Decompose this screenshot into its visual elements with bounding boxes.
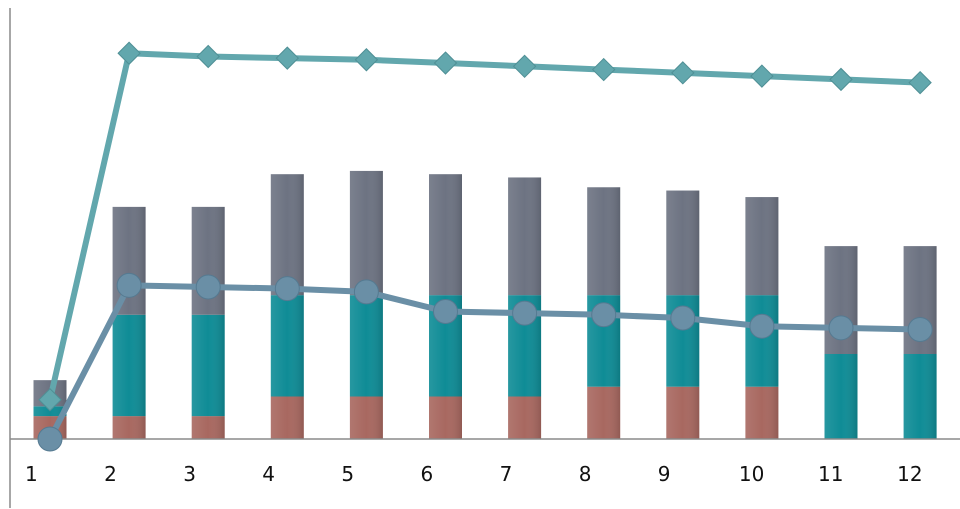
line-2-point-7 xyxy=(512,300,538,326)
bar-shade-s3-c9 xyxy=(666,190,700,296)
bar-shade-s1-c10 xyxy=(745,386,779,439)
line-2-point-5 xyxy=(353,279,379,305)
x-tick-label-9: 9 xyxy=(658,462,671,486)
bar-shade-s1-c5 xyxy=(349,396,383,439)
line-2-point-2 xyxy=(116,272,142,298)
bar-shade-s3-c2 xyxy=(112,206,146,315)
x-tick-label-10: 10 xyxy=(739,462,764,486)
line-2-point-1 xyxy=(37,426,63,452)
bar-shade-s1-c8 xyxy=(587,386,621,439)
line-1-point-2 xyxy=(117,41,141,65)
bar-shade-s2-c10 xyxy=(745,295,779,387)
line-1-point-12 xyxy=(908,70,932,95)
bar-shade-s1-c9 xyxy=(666,386,700,439)
bar-shade-s3-c7 xyxy=(508,177,542,296)
line-1-point-1 xyxy=(38,388,62,412)
line-1-point-4 xyxy=(275,46,300,70)
bar-shade-s1-c3 xyxy=(191,416,225,439)
bar-shade-s1-c6 xyxy=(429,396,462,439)
bar-shade-s3-c4 xyxy=(270,174,304,296)
bar-shade-s1-c4 xyxy=(270,396,304,439)
x-tick-label-12: 12 xyxy=(897,462,922,486)
line-1-point-7 xyxy=(512,54,537,79)
x-tick-label-11: 11 xyxy=(818,462,843,486)
line-2-point-4 xyxy=(274,276,300,302)
x-tick-label-7: 7 xyxy=(500,462,513,486)
line-2-point-10 xyxy=(749,313,775,339)
bar-shade-s1-c7 xyxy=(508,396,542,439)
x-tick-label-4: 4 xyxy=(262,462,275,486)
bar-shade-s3-c10 xyxy=(745,197,779,296)
x-tick-label-8: 8 xyxy=(579,462,592,486)
stacked-bars xyxy=(33,170,937,439)
line-2-point-11 xyxy=(828,315,854,341)
x-tick-label-5: 5 xyxy=(341,462,354,486)
x-tick-labels: 1 2 3 4 5 6 7 8 9 10 11 12 xyxy=(25,462,923,486)
line-1 xyxy=(47,50,924,403)
x-tick-label-3: 3 xyxy=(183,462,196,486)
bar-shade-s2-c12 xyxy=(903,354,937,439)
line-1-point-10 xyxy=(750,64,774,88)
bar-shade-s2-c11 xyxy=(824,354,858,439)
line-2-point-12 xyxy=(907,316,933,342)
line-1-point-8 xyxy=(591,57,616,82)
bar-shade-s2-c5 xyxy=(349,295,383,397)
line-1-point-5 xyxy=(354,48,379,72)
bar-shade-s1-c2 xyxy=(112,416,146,439)
bar-shade-s2-c2 xyxy=(112,314,146,417)
line-2-point-8 xyxy=(591,302,617,328)
bar-shade-s2-c4 xyxy=(270,295,304,397)
bar-shade-s2-c3 xyxy=(191,314,225,417)
line-1-point-6 xyxy=(433,51,458,75)
line-2-point-9 xyxy=(670,305,696,331)
bar-shade-s3-c8 xyxy=(587,187,621,296)
x-tick-label-6: 6 xyxy=(421,462,434,486)
line-1-point-3 xyxy=(196,44,220,69)
line-2-point-6 xyxy=(433,299,458,324)
bar-shade-s3-c6 xyxy=(429,174,462,296)
line-2-point-3 xyxy=(195,274,221,300)
line-series xyxy=(37,41,933,452)
line-1-point-9 xyxy=(671,61,695,85)
bar-shade-s3-c5 xyxy=(349,170,383,296)
line-1-point-11 xyxy=(829,67,853,92)
line-2 xyxy=(47,282,924,442)
x-tick-label-1: 1 xyxy=(25,462,38,486)
x-tick-label-2: 2 xyxy=(104,462,117,486)
